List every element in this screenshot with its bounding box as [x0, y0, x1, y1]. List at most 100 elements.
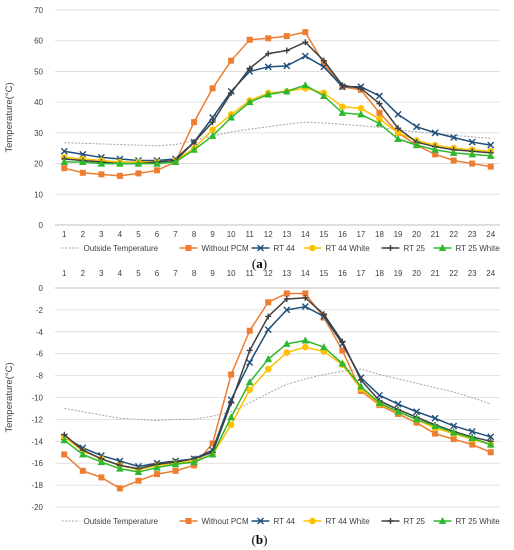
data-point: [301, 303, 309, 311]
data-point: [134, 159, 143, 167]
series-outside-temperature: [64, 368, 491, 422]
data-point: [486, 151, 495, 159]
legend-label: Outside Temperature: [84, 244, 159, 253]
x-tick-label: 3: [99, 269, 104, 278]
series-line: [63, 292, 492, 490]
data-point: [469, 441, 476, 448]
data-point: [116, 159, 124, 167]
y-axis-title: Temperature(°C): [4, 362, 15, 432]
legend-item: RT 25 White: [433, 517, 500, 526]
data-point: [450, 133, 458, 141]
data-point: [116, 485, 123, 492]
data-point: [412, 141, 421, 149]
data-point: [468, 150, 476, 158]
legend-label: RT 44: [274, 517, 296, 526]
y-tick-label: 60: [34, 37, 43, 46]
x-tick-label: 21: [431, 230, 440, 239]
data-point: [60, 158, 69, 166]
data-point: [257, 244, 264, 252]
data-point: [191, 139, 198, 146]
data-point: [339, 347, 346, 354]
x-tick-label: 14: [301, 230, 310, 239]
x-tick-label: 10: [227, 230, 236, 239]
legend-item: Without PCM: [179, 517, 249, 526]
data-point: [246, 36, 253, 43]
data-point: [432, 151, 439, 158]
y-tick-label: -20: [31, 503, 43, 512]
legend-label: RT 44 White: [326, 517, 371, 526]
data-point: [79, 169, 86, 176]
y-tick-label: -16: [31, 459, 43, 468]
x-tick-label: 4: [118, 230, 123, 239]
data-point: [185, 518, 192, 524]
y-tick-label: 20: [34, 160, 43, 169]
series-line: [64, 368, 491, 422]
series-rt-25-white: [60, 81, 495, 167]
x-tick-label: 5: [136, 269, 141, 278]
data-point: [320, 60, 327, 67]
x-tick-label: 7: [173, 230, 178, 239]
x-tick-label: 18: [375, 230, 384, 239]
data-point: [486, 440, 495, 448]
data-point: [375, 119, 384, 127]
data-point: [208, 450, 217, 458]
data-point: [283, 62, 291, 70]
data-point: [376, 100, 383, 107]
legend-label: RT 25: [404, 244, 426, 253]
data-point: [487, 141, 495, 149]
data-point: [301, 336, 310, 344]
legend-item: RT 44: [251, 244, 296, 253]
x-tick-label: 11: [246, 230, 255, 239]
data-point: [246, 65, 253, 72]
data-point: [61, 165, 68, 172]
data-point: [246, 327, 253, 334]
data-point: [60, 147, 68, 155]
x-tick-label: 9: [210, 269, 215, 278]
legend-label: Without PCM: [202, 244, 249, 253]
data-point: [438, 517, 447, 524]
data-point: [412, 415, 421, 423]
data-point: [153, 159, 161, 167]
data-point: [265, 313, 272, 320]
data-point: [338, 359, 347, 367]
data-point: [387, 245, 394, 251]
data-point: [302, 290, 309, 297]
data-point: [413, 408, 421, 416]
data-point: [320, 57, 327, 64]
data-point: [339, 338, 346, 345]
y-tick-label: -4: [36, 328, 44, 337]
x-tick-label: 19: [394, 269, 403, 278]
legend-item: Outside Temperature: [61, 517, 159, 526]
y-tick-label: 0: [39, 221, 44, 230]
series-outside-temperature: [64, 121, 491, 147]
y-tick-label: 10: [34, 190, 43, 199]
data-point: [283, 306, 291, 314]
series-line: [64, 55, 491, 162]
x-tick-label: 22: [449, 230, 458, 239]
x-tick-label: 19: [394, 230, 403, 239]
x-tick-label: 24: [486, 230, 495, 239]
data-point: [283, 290, 290, 297]
data-point: [283, 349, 291, 356]
data-point: [449, 148, 458, 156]
data-point: [98, 474, 105, 481]
series-rt-25: [61, 294, 494, 472]
data-point: [190, 145, 198, 153]
data-point: [191, 462, 198, 469]
y-axis-title: Temperature(°C): [4, 82, 15, 152]
series-line: [63, 346, 491, 471]
panel-label: (b): [252, 532, 268, 547]
data-point: [264, 355, 273, 363]
x-tick-label: 13: [282, 269, 291, 278]
data-point: [228, 371, 235, 378]
legend-item: RT 25: [381, 244, 426, 253]
data-point: [257, 517, 264, 525]
x-tick-label: 4: [118, 269, 123, 278]
data-point: [228, 399, 235, 406]
x-tick-label: 17: [356, 269, 365, 278]
data-point: [135, 170, 142, 177]
legend-item: Without PCM: [179, 244, 249, 253]
data-point: [357, 382, 365, 390]
data-point: [208, 131, 217, 139]
